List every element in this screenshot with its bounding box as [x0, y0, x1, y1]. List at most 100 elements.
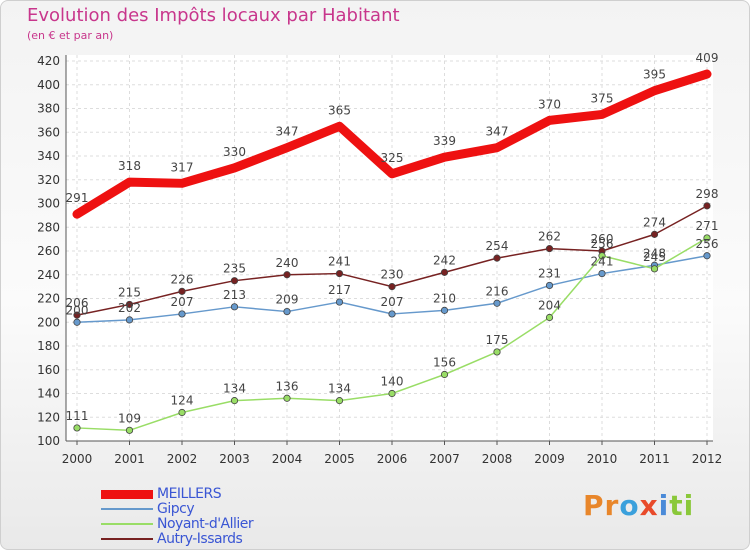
legend-label-1: Gipcy	[157, 501, 195, 517]
y-tick-label-5: 200	[37, 315, 60, 329]
series-0-label-12: 409	[696, 51, 719, 65]
series-3-label-3: 235	[223, 262, 246, 276]
series-2-point-6	[388, 389, 396, 398]
series-3-point-2	[178, 287, 186, 295]
series-3-label-12: 298	[696, 187, 719, 201]
y-tick-label-6: 220	[37, 292, 60, 306]
series-1-label-2: 207	[171, 295, 194, 309]
series-0-label-2: 317	[171, 160, 194, 174]
series-1-point-9	[545, 281, 554, 290]
series-2-point-11	[650, 265, 659, 273]
series-3-label-0: 206	[66, 296, 89, 310]
series-0-label-0: 291	[66, 191, 89, 205]
series-3-point-0	[73, 311, 81, 319]
series-2-label-6: 140	[381, 375, 404, 389]
series-2-point-2	[178, 408, 186, 417]
plot-area	[66, 55, 713, 441]
series-3-label-5: 241	[328, 255, 351, 269]
y-tick-label-1: 120	[37, 410, 60, 424]
x-tick-label-0: 2000	[62, 452, 93, 466]
series-3-label-2: 226	[171, 272, 194, 286]
series-3-label-6: 230	[381, 268, 404, 282]
series-1-label-0: 200	[66, 303, 89, 317]
series-1-point-0	[73, 318, 81, 326]
series-3-label-10: 260	[591, 232, 614, 246]
series-0-label-8: 347	[486, 125, 509, 139]
series-1-label-4: 209	[276, 293, 299, 307]
x-tick-label-2: 2002	[167, 452, 198, 466]
y-tick-label-0: 100	[37, 434, 60, 448]
series-0-label-1: 318	[118, 159, 141, 173]
series-2-point-8	[493, 348, 501, 356]
logo-letter-6: i	[683, 489, 695, 522]
y-tick-label-8: 260	[37, 244, 60, 258]
series-2-point-5	[335, 397, 344, 405]
series-2-point-1	[125, 426, 134, 434]
series-3-label-11: 274	[643, 215, 666, 229]
y-tick-label-14: 380	[37, 102, 60, 116]
y-tick-label-9: 280	[37, 220, 60, 234]
series-3-point-9	[545, 245, 554, 253]
y-tick-label-11: 320	[37, 173, 60, 187]
series-2-label-8: 175	[486, 333, 509, 347]
series-3-point-7	[440, 268, 449, 276]
series-1-point-3	[230, 303, 239, 311]
series-1-label-8: 216	[486, 284, 509, 298]
series-1-label-1: 202	[118, 301, 141, 315]
chart-title: Evolution des Impôts locaux par Habitant	[27, 5, 400, 26]
series-2-label-4: 136	[276, 379, 299, 393]
logo-letter-2: o	[619, 489, 640, 522]
x-tick-label-7: 2007	[429, 452, 460, 466]
series-3-point-12	[703, 202, 711, 210]
series-1-label-3: 213	[223, 288, 246, 302]
series-3-label-8: 254	[486, 239, 509, 253]
series-1-point-8	[493, 299, 501, 307]
x-tick-label-5: 2005	[324, 452, 355, 466]
y-tick-label-2: 140	[37, 387, 60, 401]
series-1-point-4	[283, 307, 291, 316]
legend-swatch-1	[101, 508, 153, 510]
series-1-point-5	[335, 298, 344, 306]
series-3-point-8	[493, 254, 501, 262]
series-1-label-10: 241	[591, 255, 614, 269]
logo-letter-3: x	[639, 489, 659, 522]
series-0-label-11: 395	[643, 68, 666, 82]
legend-swatch-3	[101, 538, 153, 540]
series-1-point-10	[598, 269, 606, 278]
x-tick-label-1: 2001	[114, 452, 145, 466]
chart-subtitle: (en € et par an)	[27, 29, 114, 42]
series-2-point-7	[440, 370, 449, 379]
series-2-label-0: 111	[66, 409, 89, 423]
series-3-label-1: 215	[118, 285, 141, 299]
x-tick-label-3: 2003	[219, 452, 250, 466]
x-tick-label-12: 2012	[692, 452, 723, 466]
y-tick-label-12: 340	[37, 149, 60, 163]
series-0-label-7: 339	[433, 134, 456, 148]
series-2-label-2: 124	[171, 394, 194, 408]
series-2-point-9	[545, 313, 554, 322]
series-3-point-11	[650, 230, 659, 238]
series-2-label-3: 134	[223, 382, 246, 396]
y-tick-label-16: 420	[37, 54, 60, 68]
series-1-point-6	[388, 310, 396, 318]
series-0-label-10: 375	[591, 91, 614, 105]
series-3-label-4: 240	[276, 256, 299, 270]
series-2-point-10	[598, 252, 606, 260]
legend-label-3: Autry-Issards	[157, 531, 243, 547]
series-1-point-12	[703, 252, 711, 260]
x-tick-label-11: 2011	[639, 452, 670, 466]
y-tick-label-7: 240	[37, 268, 60, 282]
series-1-label-12: 256	[696, 237, 719, 251]
legend-label-2: Noyant-d'Allier	[157, 516, 254, 532]
series-3-label-7: 242	[433, 253, 456, 267]
series-3-point-5	[335, 269, 344, 278]
series-1-point-7	[440, 306, 449, 314]
series-3-point-6	[388, 283, 396, 291]
series-3-point-3	[230, 277, 239, 285]
logo-letter-5: t	[669, 489, 684, 522]
proxiti-logo: Proxiti	[583, 489, 694, 522]
series-3-point-1	[125, 300, 134, 309]
series-line-0	[72, 69, 712, 219]
